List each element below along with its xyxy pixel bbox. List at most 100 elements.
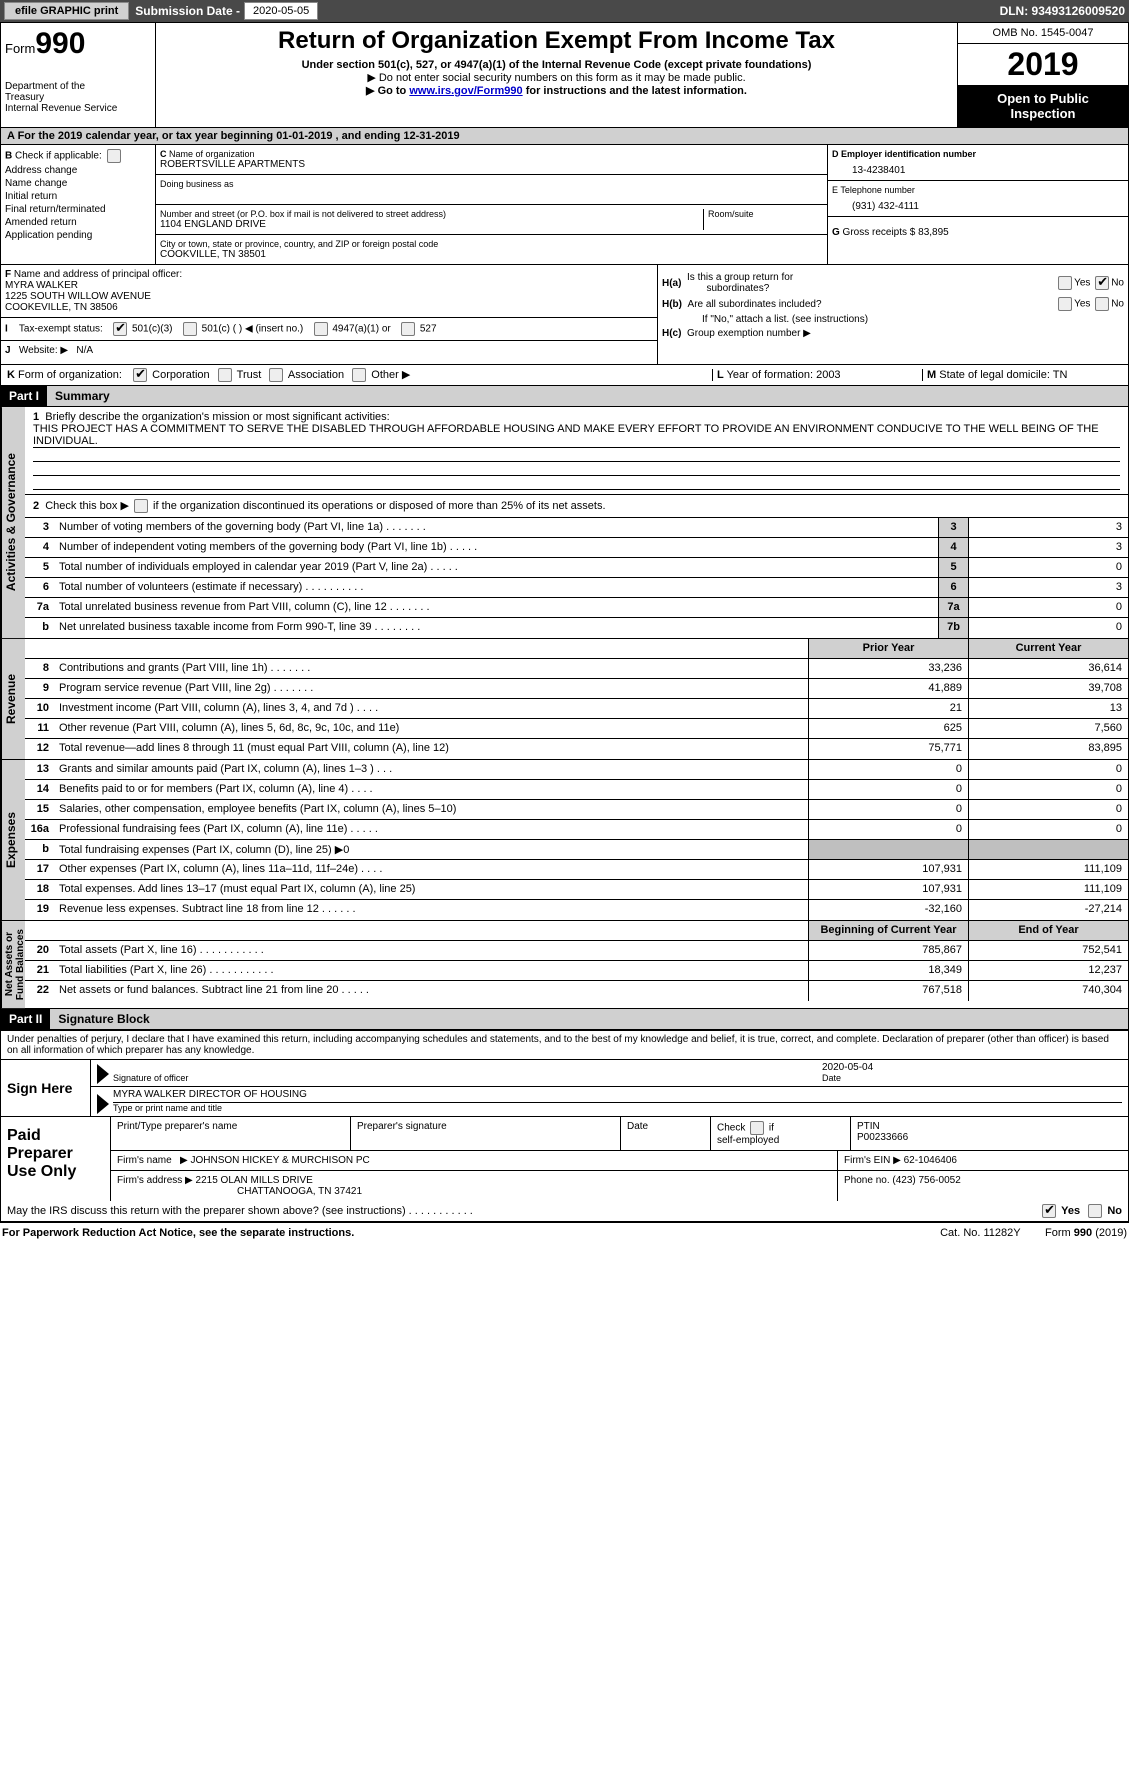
summary-row: 8Contributions and grants (Part VIII, li…	[25, 659, 1128, 679]
signature-block: Under penalties of perjury, I declare th…	[1, 1030, 1128, 1116]
dln: DLN: 93493126009520	[1000, 4, 1125, 18]
ha-no[interactable]	[1095, 276, 1109, 290]
irs-link[interactable]: www.irs.gov/Form990	[409, 85, 522, 97]
form-container: Form990 Department of theTreasuryInterna…	[0, 22, 1129, 1223]
ein: 13-4238401	[832, 159, 1124, 176]
chk-501c[interactable]	[183, 322, 197, 336]
form-number: 990	[35, 27, 85, 60]
footer: For Paperwork Reduction Act Notice, see …	[0, 1223, 1129, 1243]
chk-discontinued[interactable]	[134, 499, 148, 513]
part2-header: Part II Signature Block	[1, 1009, 1128, 1030]
chk-527[interactable]	[401, 322, 415, 336]
tax-year: 2019	[958, 44, 1128, 85]
name-title-label: Type or print name and title	[113, 1103, 222, 1113]
chk-501c3[interactable]	[113, 322, 127, 336]
title-cell: Return of Organization Exempt From Incom…	[156, 23, 958, 127]
hb-note: If "No," attach a list. (see instruction…	[662, 314, 1124, 325]
summary-row: 6Total number of volunteers (estimate if…	[25, 578, 1128, 598]
part2-title: Signature Block	[50, 1009, 1128, 1029]
ptin-label: PTIN	[857, 1121, 880, 1132]
form-number-cell: Form990 Department of theTreasuryInterna…	[1, 23, 156, 127]
firm-addr1: 2215 OLAN MILLS DRIVE	[196, 1175, 313, 1186]
preparer-block: PaidPreparerUse Only Print/Type preparer…	[1, 1116, 1128, 1201]
chk-pending: Application pending	[5, 230, 151, 241]
summary-row: 17Other expenses (Part IX, column (A), l…	[25, 860, 1128, 880]
street-row: Number and street (or P.O. box if mail i…	[156, 205, 827, 235]
discuss-row: May the IRS discuss this return with the…	[1, 1201, 1128, 1222]
firm-phone: (423) 756-0052	[892, 1175, 960, 1186]
efile-button[interactable]: efile GRAPHIC print	[4, 2, 129, 20]
paid-preparer-label: PaidPreparerUse Only	[1, 1117, 111, 1201]
summary-row: 20Total assets (Part X, line 16) . . . .…	[25, 941, 1128, 961]
phone: (931) 432-4111	[832, 195, 1124, 212]
hb-no[interactable]	[1095, 297, 1109, 311]
box-d: D Employer identification number 13-4238…	[828, 145, 1128, 181]
row-klm: K Form of organization: Corporation Trus…	[1, 365, 1128, 386]
officer-addr2: COOKEVILLE, TN 38506	[5, 302, 653, 313]
subtitle: Under section 501(c), 527, or 4947(a)(1)…	[166, 59, 947, 71]
box-e: E Telephone number (931) 432-4111	[828, 181, 1128, 217]
sig-officer-label: Signature of officer	[113, 1073, 188, 1083]
discuss-yes[interactable]	[1042, 1204, 1056, 1218]
summary-row: 22Net assets or fund balances. Subtract …	[25, 981, 1128, 1001]
summary-row: 15Salaries, other compensation, employee…	[25, 800, 1128, 820]
section-revenue: Revenue Prior Year Current Year 8Contrib…	[1, 639, 1128, 760]
chk-self[interactable]	[750, 1121, 764, 1135]
ha-yes[interactable]	[1058, 276, 1072, 290]
chk-initial: Initial return	[5, 191, 151, 202]
firm-addr2: CHATTANOOGA, TN 37421	[117, 1186, 362, 1197]
arrow-icon	[97, 1094, 109, 1114]
box-b-label: B Check if applicable:	[5, 149, 151, 163]
header-row: Form990 Department of theTreasuryInterna…	[1, 23, 1128, 128]
org-name: ROBERTSVILLE APARTMENTS	[160, 159, 823, 170]
chk-4947[interactable]	[314, 322, 328, 336]
part1-header: Part I Summary	[1, 386, 1128, 407]
department: Department of theTreasuryInternal Revenu…	[5, 61, 151, 114]
box-g: G Gross receipts $ 83,895	[828, 217, 1128, 242]
summary-row: 3Number of voting members of the governi…	[25, 518, 1128, 538]
street-label: Number and street (or P.O. box if mail i…	[160, 209, 703, 219]
q1: 1 Briefly describe the organization's mi…	[25, 407, 1128, 495]
box-h: H(a) Is this a group return for subordin…	[658, 265, 1128, 364]
subdate-label: Submission Date -	[135, 4, 240, 18]
arrow-icon	[97, 1064, 109, 1084]
chk-amended: Amended return	[5, 217, 151, 228]
footer-left: For Paperwork Reduction Act Notice, see …	[2, 1227, 354, 1239]
chk-corp[interactable]	[133, 368, 147, 382]
hb-yes[interactable]	[1058, 297, 1072, 311]
self-employed: Check ifself-employed	[711, 1117, 851, 1150]
tab-expenses: Expenses	[1, 760, 25, 920]
chk-other[interactable]	[352, 368, 366, 382]
date-label: Date	[822, 1073, 841, 1083]
print-name-label: Print/Type preparer's name	[111, 1117, 351, 1150]
mission-text: THIS PROJECT HAS A COMMITMENT TO SERVE T…	[33, 423, 1120, 448]
discuss-no[interactable]	[1088, 1204, 1102, 1218]
summary-row: bTotal fundraising expenses (Part IX, co…	[25, 840, 1128, 860]
gross-receipts: 83,895	[918, 227, 949, 238]
box-f: F Name and address of principal officer:…	[1, 265, 658, 364]
street: 1104 ENGLAND DRIVE	[160, 219, 703, 230]
summary-row: 9Program service revenue (Part VIII, lin…	[25, 679, 1128, 699]
opt-501c3: 501(c)(3)	[132, 324, 173, 335]
summary-row: 16aProfessional fundraising fees (Part I…	[25, 820, 1128, 840]
summary-row: bNet unrelated business taxable income f…	[25, 618, 1128, 638]
domicile: TN	[1053, 369, 1068, 381]
year-formation: 2003	[816, 369, 840, 381]
city-label: City or town, state or province, country…	[160, 239, 823, 249]
summary-row: 18Total expenses. Add lines 13–17 (must …	[25, 880, 1128, 900]
tab-activities: Activities & Governance	[1, 407, 25, 638]
prep-date-label: Date	[621, 1117, 711, 1150]
chk-trust[interactable]	[218, 368, 232, 382]
sig-date: 2020-05-04	[822, 1062, 1122, 1073]
topbar: efile GRAPHIC print Submission Date - 20…	[0, 0, 1129, 22]
summary-row: 21Total liabilities (Part X, line 26) . …	[25, 961, 1128, 981]
officer-name: MYRA WALKER	[5, 280, 653, 291]
chk-assoc[interactable]	[269, 368, 283, 382]
ptin: P00233666	[857, 1132, 908, 1143]
org-name-row: C Name of organization ROBERTSVILLE APAR…	[156, 145, 827, 175]
checkbox[interactable]	[107, 149, 121, 163]
summary-row: 7aTotal unrelated business revenue from …	[25, 598, 1128, 618]
form-title: Return of Organization Exempt From Incom…	[166, 27, 947, 55]
opt-501c: 501(c) ( ) ◀ (insert no.)	[202, 324, 304, 335]
form-label: Form	[5, 41, 35, 56]
